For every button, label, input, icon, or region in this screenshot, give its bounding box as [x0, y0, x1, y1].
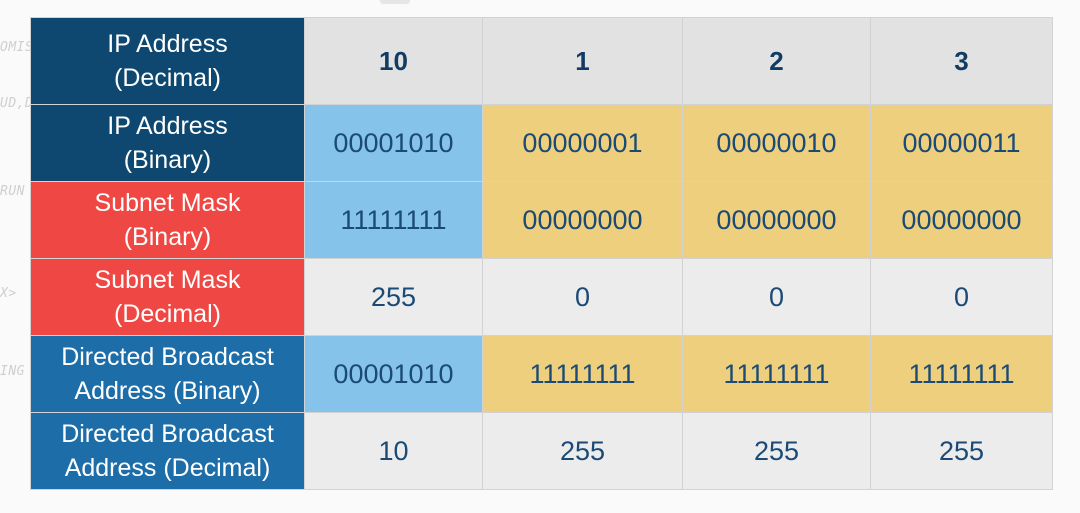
octet-cell: 10 [304, 412, 483, 490]
row-label-mask-decimal: Subnet Mask (Decimal) [30, 258, 305, 336]
octet-cell: 10 [304, 17, 483, 105]
octet-cell-host: 11111111 [682, 335, 871, 413]
row-label-broadcast-decimal: Directed Broadcast Address (Decimal) [30, 412, 305, 490]
octet-cell-host: 11111111 [482, 335, 683, 413]
row-label-mask-binary: Subnet Mask (Binary) [30, 181, 305, 259]
octet-cell: 255 [482, 412, 683, 490]
octet-cell: 0 [870, 258, 1053, 336]
octet-cell: 255 [682, 412, 871, 490]
row-label-ip-decimal: IP Address (Decimal) [30, 17, 305, 105]
octet-cell-network: 00001010 [304, 104, 483, 182]
row-mask-decimal: Subnet Mask (Decimal) 255 0 0 0 [30, 258, 1053, 336]
octet-cell-host: 00000010 [682, 104, 871, 182]
octet-cell-network: 00001010 [304, 335, 483, 413]
octet-cell: 0 [682, 258, 871, 336]
octet-cell: 3 [870, 17, 1053, 105]
background-code-fragment: UD,D [0, 96, 34, 111]
octet-cell-host: 00000011 [870, 104, 1053, 182]
row-ip-binary: IP Address (Binary) 00001010 00000001 00… [30, 104, 1053, 182]
octet-cell-network: 11111111 [304, 181, 483, 259]
octet-cell-host: 11111111 [870, 335, 1053, 413]
row-broadcast-decimal: Directed Broadcast Address (Decimal) 10 … [30, 412, 1053, 490]
background-code-fragment: RUN [0, 184, 25, 199]
row-mask-binary: Subnet Mask (Binary) 11111111 00000000 0… [30, 181, 1053, 259]
octet-cell: 255 [304, 258, 483, 336]
background-code-fragment: X> [0, 286, 17, 301]
row-label-broadcast-binary: Directed Broadcast Address (Binary) [30, 335, 305, 413]
subnet-calculation-table: IP Address (Decimal) 10 1 2 3 IP Address… [30, 17, 1053, 490]
octet-cell: 0 [482, 258, 683, 336]
octet-cell: 255 [870, 412, 1053, 490]
octet-cell-host: 00000000 [870, 181, 1053, 259]
octet-cell-host: 00000000 [482, 181, 683, 259]
octet-cell-host: 00000001 [482, 104, 683, 182]
background-code-fragment: ING [0, 364, 25, 379]
row-ip-decimal: IP Address (Decimal) 10 1 2 3 [30, 17, 1053, 105]
top-edge-tab [380, 0, 410, 4]
octet-cell-host: 00000000 [682, 181, 871, 259]
row-broadcast-binary: Directed Broadcast Address (Binary) 0000… [30, 335, 1053, 413]
octet-cell: 2 [682, 17, 871, 105]
octet-cell: 1 [482, 17, 683, 105]
row-label-ip-binary: IP Address (Binary) [30, 104, 305, 182]
